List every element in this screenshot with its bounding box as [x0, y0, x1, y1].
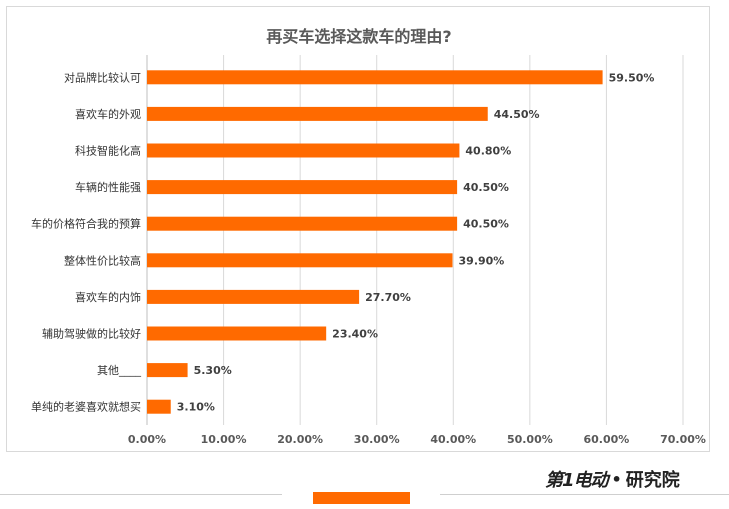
brand-dot: • [611, 469, 622, 489]
data-label: 3.10% [177, 401, 215, 414]
data-label: 23.40% [332, 328, 378, 341]
category-label: 辅助驾驶做的比较好 [42, 327, 141, 341]
data-label: 27.70% [365, 291, 411, 304]
x-tick-label: 40.00% [430, 433, 476, 446]
data-label: 40.50% [463, 181, 509, 194]
data-label: 40.80% [465, 145, 511, 158]
data-label: 5.30% [194, 364, 232, 377]
category-label: 车的价格符合我的预算 [31, 217, 141, 231]
bar [147, 289, 360, 304]
x-tick-label: 20.00% [277, 433, 323, 446]
bar [147, 253, 453, 268]
footer-divider-left [0, 494, 282, 495]
chart-frame: 再买车选择这款车的理由? 0.00% 10.00% 20.00% 30.00% 40.0… [6, 6, 710, 452]
bar [147, 180, 458, 195]
category-label: 对品牌比较认可 [64, 70, 141, 84]
x-tick-label: 30.00% [354, 433, 400, 446]
footer-divider-right [440, 494, 729, 495]
bar [147, 326, 327, 341]
x-tick-label: 50.00% [507, 433, 553, 446]
chart-title: 再买车选择这款车的理由? [266, 27, 452, 46]
bar [147, 363, 188, 378]
footer-accent-bar [313, 492, 410, 504]
data-label: 44.50% [494, 108, 540, 121]
bar [147, 143, 460, 158]
data-label: 59.50% [609, 71, 655, 84]
bar [147, 216, 458, 231]
x-tick-label: 0.00% [128, 433, 166, 446]
category-label: 单纯的老婆喜欢就想买 [31, 400, 141, 414]
bar [147, 399, 171, 414]
x-tick-label: 10.00% [201, 433, 247, 446]
category-label: 其他____ [97, 364, 141, 377]
bar [147, 70, 603, 85]
bar-chart: 0.00% 10.00% 20.00% 30.00% 40.00% 50.00% 60.00… [31, 55, 706, 446]
category-label: 喜欢车的外观 [75, 107, 141, 121]
category-label: 喜欢车的内饰 [75, 290, 141, 304]
category-label: 整体性价比较高 [64, 253, 141, 267]
brand-suffix: 研究院 [625, 470, 680, 491]
data-label: 40.50% [463, 218, 509, 231]
category-label: 科技智能化高 [75, 144, 141, 158]
x-tick-label: 70.00% [660, 433, 706, 446]
x-tick-label: 60.00% [584, 433, 630, 446]
brand-logo: 第1电动 • 研究院 [545, 466, 680, 492]
brand-name: 第1电动 [545, 470, 609, 491]
category-label: 车辆的性能强 [75, 180, 141, 194]
bar [147, 106, 488, 121]
data-label: 39.90% [459, 254, 505, 267]
